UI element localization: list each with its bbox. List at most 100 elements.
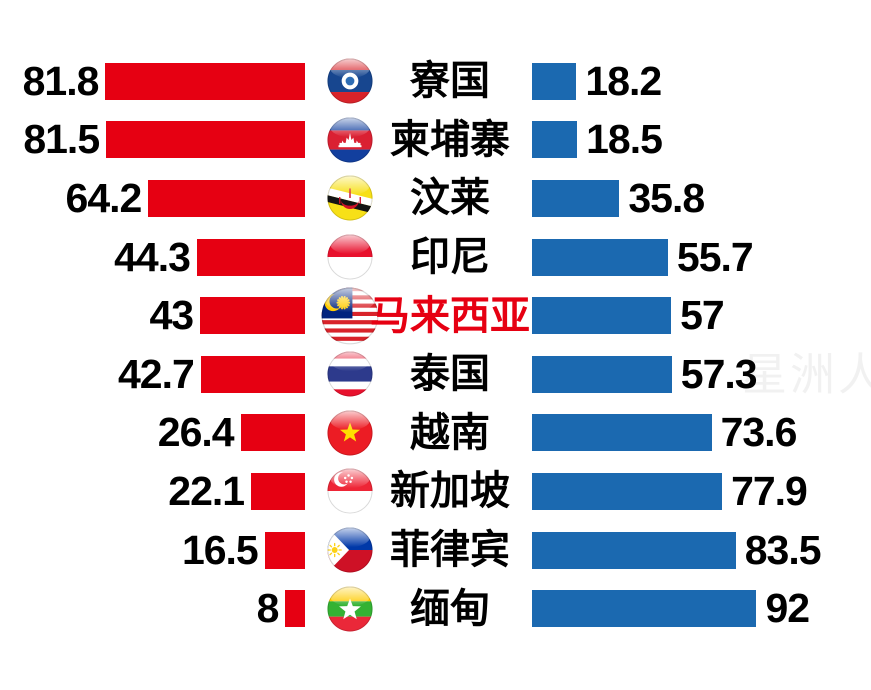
left-value-label: 43 (149, 292, 194, 339)
right-blue-bar (532, 238, 668, 276)
name-zone: 印尼 (395, 237, 505, 277)
country-name-label: 泰国 (410, 352, 490, 397)
left-value-label: 42.7 (118, 350, 195, 397)
right-blue-bar (532, 531, 736, 569)
country-row-myanmar: 8 缅甸 92 (0, 579, 871, 638)
right-value-label: 73.6 (720, 409, 798, 456)
left-red-bar (200, 355, 305, 393)
flag-zone (305, 175, 395, 221)
country-name-label: 马来西亚 (370, 293, 530, 338)
name-zone: 缅甸 (395, 589, 505, 629)
left-red-bar (285, 590, 305, 628)
left-value-label: 16.5 (181, 526, 259, 573)
country-row-malaysia: 43 马来西亚 57 (0, 286, 871, 345)
left-bar-zone: 64.2 (0, 174, 305, 221)
flag-zone (305, 468, 395, 514)
flag-zone (305, 586, 395, 632)
right-value-label: 35.8 (628, 174, 705, 221)
right-value-label: 92 (765, 585, 810, 632)
left-value-label: 64.2 (65, 174, 143, 221)
country-row-cambodia: 81.5 柬埔寨 18.5 (0, 111, 871, 170)
right-blue-bar (532, 297, 672, 335)
country-row-thailand: 42.7 泰国 57.3 (0, 345, 871, 404)
left-red-bar (251, 472, 305, 510)
chart-rows: 81.8 寮国 18.2 81.5 柬埔寨 (0, 52, 871, 638)
right-value-label: 57 (680, 292, 725, 339)
left-red-bar (105, 62, 305, 100)
left-bar-zone: 22.1 (0, 467, 305, 514)
laos-flag-icon (327, 58, 373, 104)
right-bar-zone: 73.6 (532, 412, 871, 453)
right-value-label: 83.5 (744, 526, 822, 573)
right-value-label: 55.7 (676, 233, 754, 280)
right-blue-bar (532, 62, 577, 100)
right-bar-zone: 18.5 (532, 119, 871, 160)
country-name-label: 柬埔寨 (390, 117, 510, 162)
left-bar-zone: 16.5 (0, 526, 305, 573)
left-value-label: 44.3 (114, 233, 191, 280)
left-red-bar (264, 531, 305, 569)
flag-zone (305, 527, 395, 573)
brunei-flag-icon (327, 175, 373, 221)
country-name-label: 新加坡 (390, 469, 510, 514)
left-bar-zone: 26.4 (0, 412, 305, 453)
name-zone: 汶莱 (395, 178, 505, 218)
flag-zone (305, 410, 395, 456)
right-value-label: 18.5 (586, 116, 663, 163)
flag-zone (305, 117, 395, 163)
country-row-philippines: 16.5 菲律宾 83.5 (0, 521, 871, 580)
right-bar-zone: 57 (532, 295, 871, 336)
left-bar-zone: 81.8 (0, 57, 305, 104)
right-blue-bar (532, 121, 578, 159)
country-row-brunei: 64.2 汶莱 35.8 (0, 169, 871, 228)
flag-zone (305, 351, 395, 397)
philippines-flag-icon (327, 527, 373, 573)
right-blue-bar (532, 179, 620, 217)
left-bar-zone: 43 (0, 295, 305, 336)
left-red-bar (240, 414, 305, 452)
singapore-flag-icon (327, 468, 373, 514)
country-row-indonesia: 44.3 印尼 55.7 (0, 228, 871, 287)
right-blue-bar (532, 355, 672, 393)
right-blue-bar (532, 590, 757, 628)
thailand-flag-icon (327, 351, 373, 397)
right-bar-zone: 77.9 (532, 467, 871, 514)
left-value-label: 81.8 (22, 57, 100, 104)
right-value-label: 57.3 (680, 350, 758, 397)
indonesia-flag-icon (327, 234, 373, 280)
vietnam-flag-icon (327, 410, 373, 456)
country-name-label: 寮国 (410, 59, 490, 104)
country-name-label: 缅甸 (410, 586, 490, 631)
name-zone: 菲律宾 (390, 530, 510, 570)
right-bar-zone: 57.3 (532, 350, 871, 397)
left-bar-zone: 81.5 (0, 119, 305, 160)
name-zone: 越南 (395, 413, 505, 453)
country-row-vietnam: 26.4 越南 73.6 (0, 404, 871, 463)
flag-zone (305, 234, 395, 280)
right-bar-zone: 55.7 (532, 233, 871, 280)
right-blue-bar (532, 472, 723, 510)
right-bar-zone: 18.2 (532, 57, 871, 104)
left-red-bar (148, 179, 305, 217)
right-blue-bar (532, 414, 712, 452)
left-value-label: 81.5 (23, 116, 100, 163)
right-bar-zone: 92 (532, 588, 871, 629)
cambodia-flag-icon (327, 117, 373, 163)
left-value-label: 8 (256, 585, 280, 632)
right-value-label: 77.9 (731, 467, 808, 514)
country-name-label: 越南 (410, 410, 490, 455)
name-zone: 泰国 (395, 354, 505, 394)
left-red-bar (196, 238, 305, 276)
country-name-label: 印尼 (410, 235, 490, 280)
right-bar-zone: 83.5 (532, 526, 871, 573)
myanmar-flag-icon (327, 586, 373, 632)
watermark-text: 星洲人 (742, 349, 871, 400)
name-zone: 新加坡 (390, 471, 510, 511)
left-value-label: 22.1 (168, 467, 245, 514)
country-row-singapore: 22.1 新加坡 77.9 (0, 462, 871, 521)
left-bar-zone: 8 (0, 588, 305, 629)
right-value-label: 18.2 (585, 57, 662, 104)
name-zone: 柬埔寨 (390, 120, 510, 160)
country-name-label: 汶莱 (410, 176, 490, 221)
